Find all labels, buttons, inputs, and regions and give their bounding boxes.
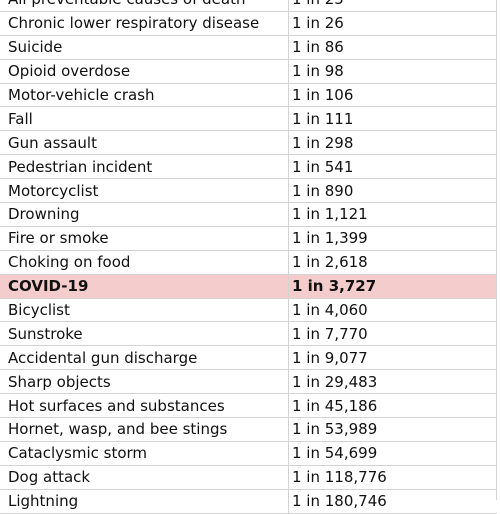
odds-cell: 1 in 86 <box>288 35 497 60</box>
table-row: Hot surfaces and substances 1 in 45,186 <box>0 393 497 419</box>
cause-cell: Fall <box>0 106 289 132</box>
odds-cell: 1 in 106 <box>288 83 497 108</box>
table-row: Drowning 1 in 1,121 <box>0 202 497 227</box>
cause-cell: Motorcyclist <box>0 178 289 204</box>
cause-cell: Cataclysmic storm <box>0 441 289 466</box>
odds-cell: 1 in 890 <box>288 178 497 204</box>
odds-cell: 1 in 118,776 <box>288 465 497 490</box>
odds-cell: 1 in 53,989 <box>288 417 497 442</box>
cause-cell: Pedestrian incident <box>0 154 289 180</box>
table-right-border <box>496 0 497 500</box>
table-row: Fall 1 in 111 <box>0 106 497 132</box>
table-row: Accidental gun discharge 1 in 9,077 <box>0 345 497 371</box>
odds-cell: 1 in 26 <box>288 11 497 36</box>
table-row: Motorcyclist 1 in 890 <box>0 178 497 204</box>
odds-cell: 1 in 25 <box>288 0 497 12</box>
odds-cell: 1 in 1,121 <box>288 202 497 227</box>
cause-cell: Accidental gun discharge <box>0 345 289 371</box>
table-row: Chronic lower respiratory disease 1 in 2… <box>0 11 497 36</box>
odds-cell: 1 in 29,483 <box>288 369 497 395</box>
odds-cell: 1 in 9,077 <box>288 345 497 371</box>
table-row: Suicide 1 in 86 <box>0 35 497 60</box>
cause-cell: Chronic lower respiratory disease <box>0 11 289 36</box>
table-row: Fire or smoke 1 in 1,399 <box>0 226 497 251</box>
cause-cell: All preventable causes of death <box>0 0 289 12</box>
odds-cell: 1 in 7,770 <box>288 321 497 347</box>
cause-cell: Sunstroke <box>0 321 289 347</box>
cause-cell: Suicide <box>0 35 289 60</box>
table-row: Gun assault 1 in 298 <box>0 130 497 156</box>
cause-cell: Motor-vehicle crash <box>0 83 289 108</box>
table-row: Lightning 1 in 180,746 <box>0 489 497 514</box>
table-row: Hornet, wasp, and bee stings 1 in 53,989 <box>0 417 497 442</box>
table-row-highlighted: COVID-19 1 in 3,727 <box>0 274 497 299</box>
table-row: Pedestrian incident 1 in 541 <box>0 154 497 180</box>
cause-cell: Hot surfaces and substances <box>0 393 289 419</box>
cause-cell: COVID-19 <box>0 274 289 299</box>
odds-cell: 1 in 54,699 <box>288 441 497 466</box>
cause-cell: Hornet, wasp, and bee stings <box>0 417 289 442</box>
cause-cell: Lightning <box>0 489 289 514</box>
cause-cell: Bicyclist <box>0 298 289 323</box>
odds-cell: 1 in 541 <box>288 154 497 180</box>
cause-cell: Dog attack <box>0 465 289 490</box>
table-row: Dog attack 1 in 118,776 <box>0 465 497 490</box>
table-row: Bicyclist 1 in 4,060 <box>0 298 497 323</box>
table-row: Cataclysmic storm 1 in 54,699 <box>0 441 497 466</box>
odds-cell: 1 in 111 <box>288 106 497 132</box>
cause-cell: Sharp objects <box>0 369 289 395</box>
table-row: All preventable causes of death 1 in 25 <box>0 0 497 12</box>
cause-cell: Gun assault <box>0 130 289 156</box>
odds-cell: 1 in 3,727 <box>288 274 497 299</box>
cause-cell: Fire or smoke <box>0 226 289 251</box>
cause-cell: Choking on food <box>0 250 289 275</box>
table-row: Motor-vehicle crash 1 in 106 <box>0 83 497 108</box>
table-row: Opioid overdose 1 in 98 <box>0 59 497 84</box>
odds-cell: 1 in 2,618 <box>288 250 497 275</box>
cause-cell: Drowning <box>0 202 289 227</box>
odds-cell: 1 in 4,060 <box>288 298 497 323</box>
cause-cell: Opioid overdose <box>0 59 289 84</box>
odds-cell: 1 in 180,746 <box>288 489 497 514</box>
odds-cell: 1 in 45,186 <box>288 393 497 419</box>
table-row: Choking on food 1 in 2,618 <box>0 250 497 275</box>
odds-cell: 1 in 98 <box>288 59 497 84</box>
table-row: Sunstroke 1 in 7,770 <box>0 321 497 347</box>
odds-cell: 1 in 1,399 <box>288 226 497 251</box>
odds-cell: 1 in 298 <box>288 130 497 156</box>
table-row: Sharp objects 1 in 29,483 <box>0 369 497 395</box>
